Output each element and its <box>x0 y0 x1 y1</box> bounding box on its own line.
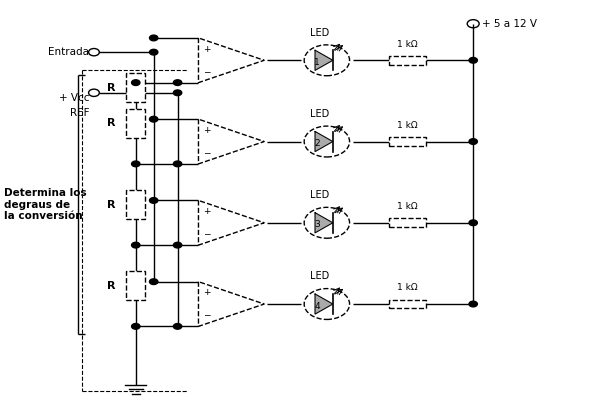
Text: LED: LED <box>310 27 329 38</box>
Polygon shape <box>315 213 333 233</box>
Text: LED: LED <box>310 190 329 200</box>
Text: 1 kΩ: 1 kΩ <box>397 40 418 49</box>
Bar <box>389 56 426 65</box>
Text: LED: LED <box>310 271 329 281</box>
Text: Determina los
degraus de
la conversión: Determina los degraus de la conversión <box>4 188 87 221</box>
Text: 3: 3 <box>314 220 320 229</box>
Text: −: − <box>203 229 211 238</box>
Circle shape <box>131 242 140 248</box>
Circle shape <box>469 57 478 63</box>
Bar <box>389 299 426 308</box>
Circle shape <box>173 161 182 167</box>
Text: REF: REF <box>70 108 89 118</box>
Circle shape <box>469 301 478 307</box>
Circle shape <box>131 80 140 85</box>
Text: + Vcc: + Vcc <box>59 93 89 103</box>
Text: −: − <box>203 148 211 157</box>
Polygon shape <box>315 132 333 152</box>
Circle shape <box>173 242 182 248</box>
Circle shape <box>173 324 182 329</box>
Circle shape <box>149 116 158 122</box>
Text: 4: 4 <box>314 301 320 310</box>
Text: R: R <box>107 118 115 128</box>
Circle shape <box>469 139 478 144</box>
Bar <box>389 218 426 227</box>
Polygon shape <box>315 50 333 70</box>
Text: +: + <box>203 126 211 135</box>
Circle shape <box>131 324 140 329</box>
Polygon shape <box>315 294 333 314</box>
Circle shape <box>469 220 478 226</box>
Circle shape <box>149 49 158 55</box>
Text: 1 kΩ: 1 kΩ <box>397 202 418 211</box>
Text: +: + <box>203 207 211 216</box>
Text: +: + <box>203 288 211 297</box>
Text: + 5 a 12 V: + 5 a 12 V <box>482 19 537 29</box>
Circle shape <box>149 35 158 41</box>
Circle shape <box>173 90 182 96</box>
Text: Entrada: Entrada <box>48 47 89 57</box>
Bar <box>126 271 145 300</box>
Text: 1: 1 <box>314 58 320 67</box>
Text: R: R <box>107 83 115 93</box>
Text: 1 kΩ: 1 kΩ <box>397 121 418 130</box>
Circle shape <box>149 279 158 285</box>
Text: 2: 2 <box>314 139 320 148</box>
Bar <box>126 190 145 219</box>
Bar <box>389 137 426 146</box>
Circle shape <box>131 161 140 167</box>
Text: R: R <box>107 281 115 291</box>
Bar <box>126 109 145 138</box>
Text: R: R <box>107 200 115 209</box>
Bar <box>126 73 145 102</box>
Circle shape <box>149 198 158 203</box>
Text: −: − <box>203 67 211 76</box>
Text: LED: LED <box>310 109 329 119</box>
Text: −: − <box>203 311 211 320</box>
Text: 1 kΩ: 1 kΩ <box>397 283 418 292</box>
Text: +: + <box>203 45 211 54</box>
Circle shape <box>173 80 182 85</box>
